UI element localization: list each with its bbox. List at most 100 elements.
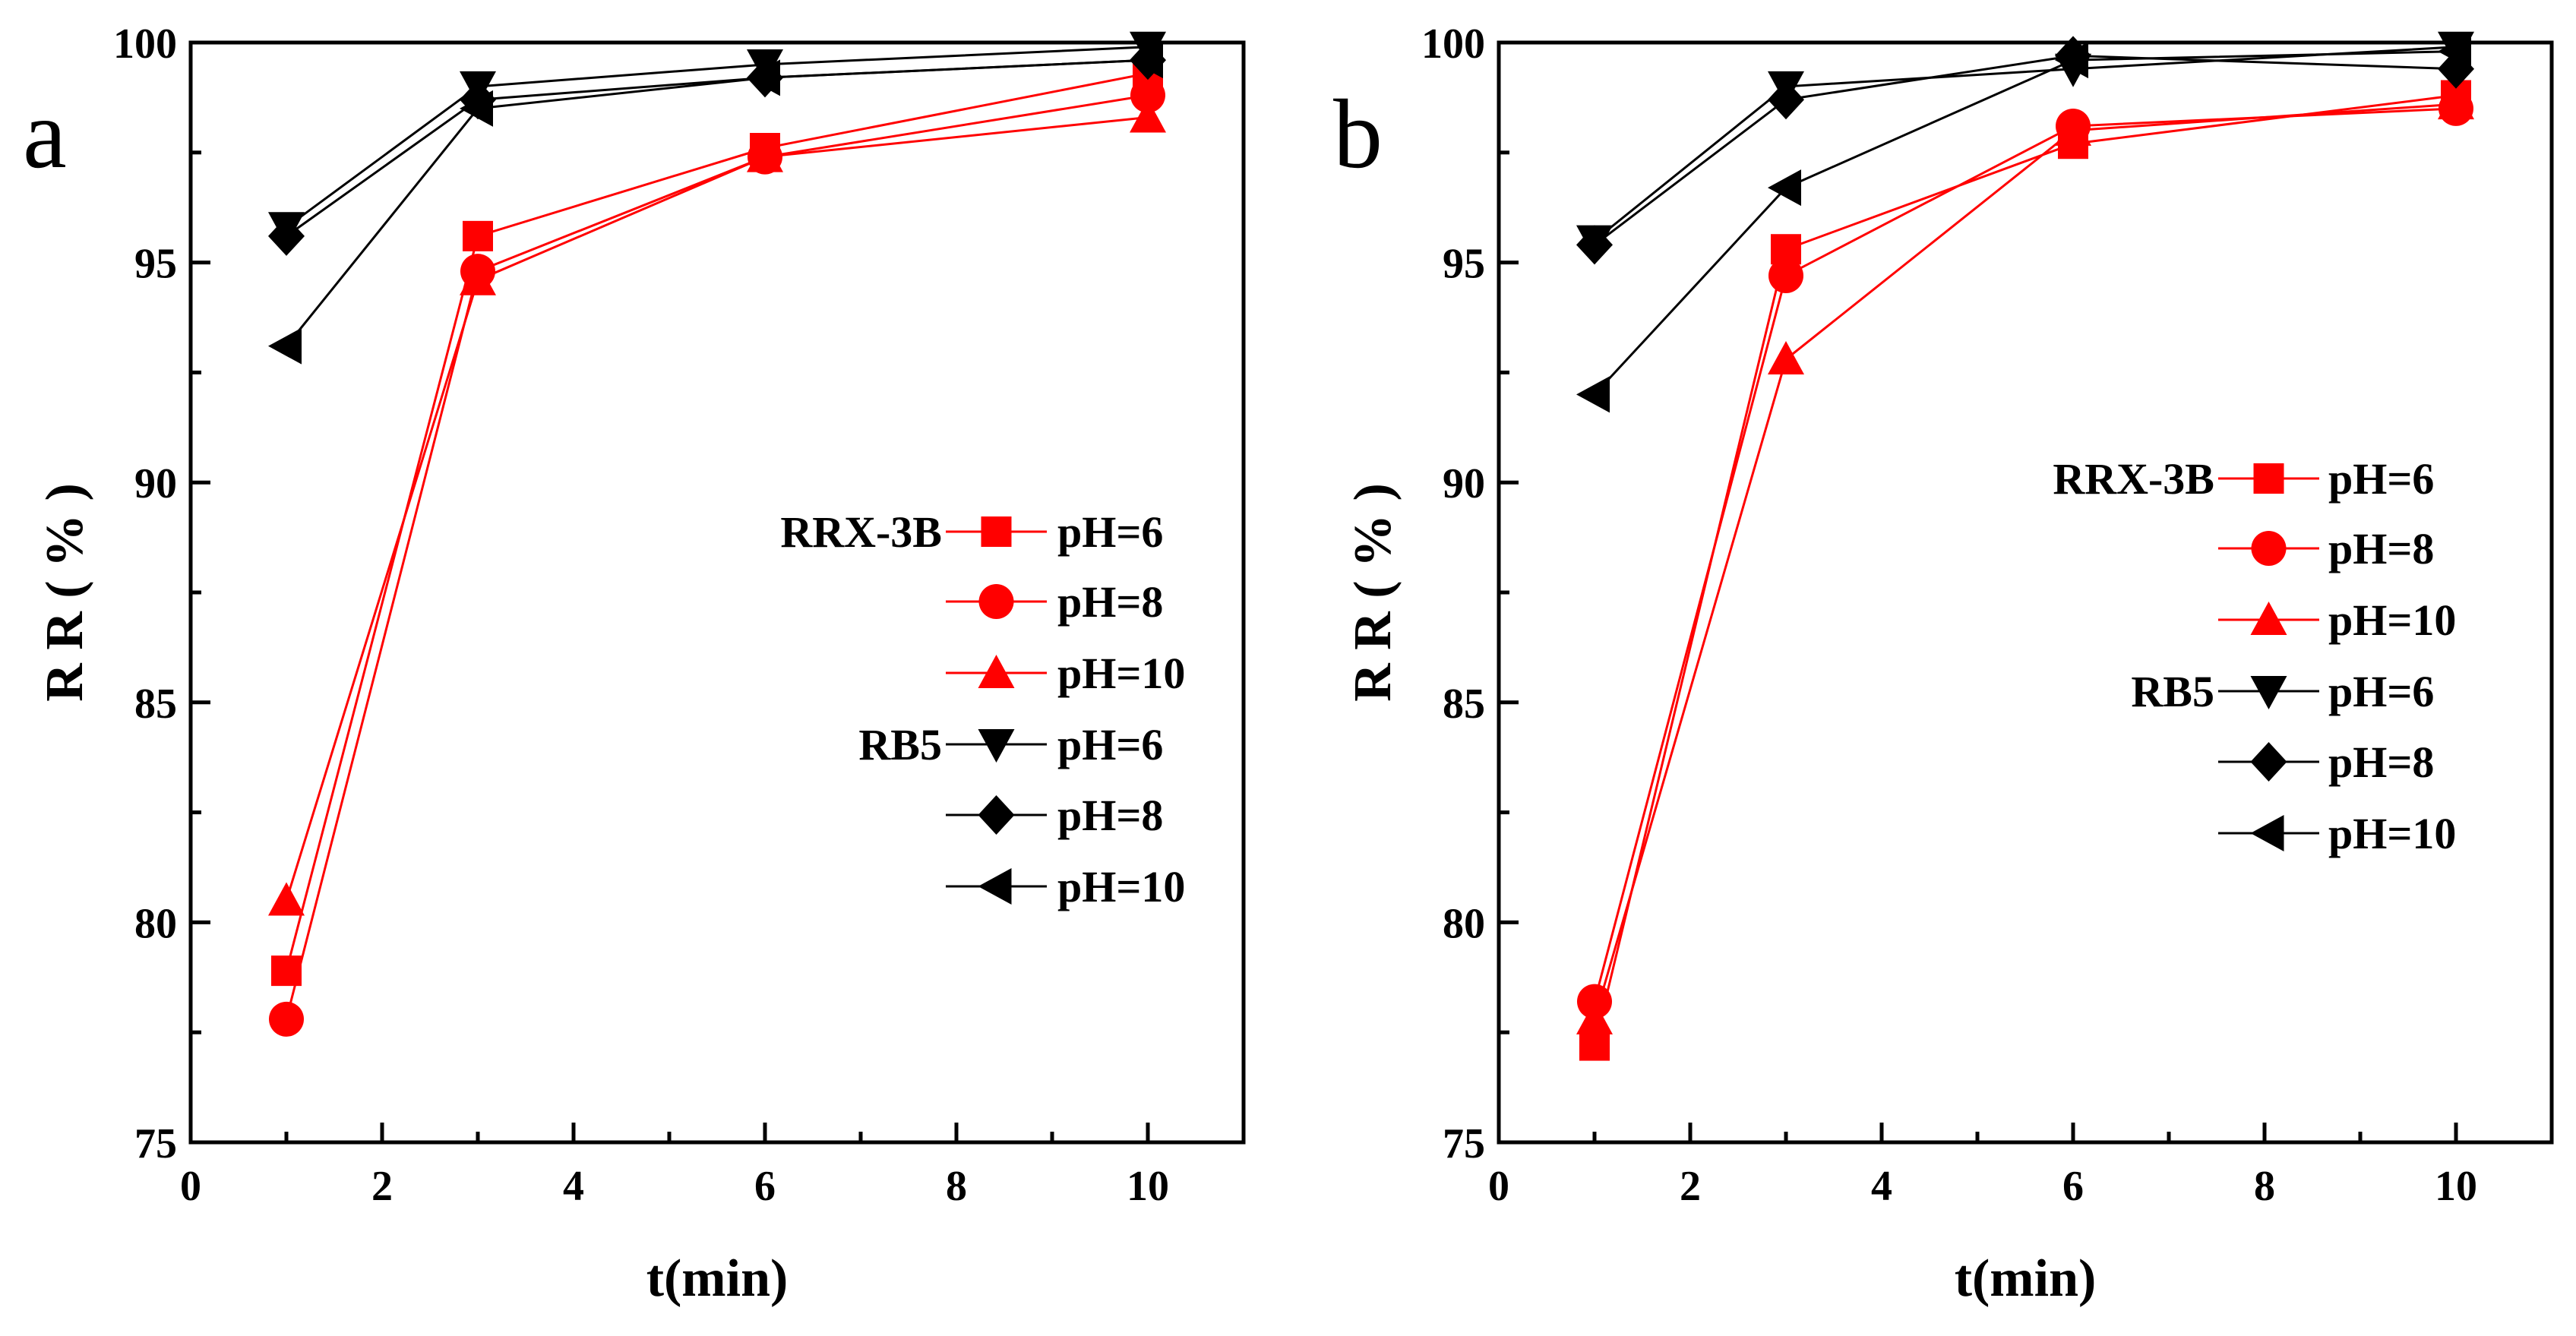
x-tick-label: 0	[1488, 1163, 1509, 1210]
series-line-rrx3b-1	[285, 94, 1149, 1020]
y-tick-label: 75	[1443, 1120, 1485, 1167]
series-line-rrx3b-0	[1593, 94, 2457, 1046]
series-line-rrx3b-0	[285, 72, 1149, 971]
x-tick-label: 8	[946, 1163, 967, 1210]
series-line-rb5-5	[285, 58, 1149, 347]
legend-label: pH=8	[2328, 737, 2434, 787]
panel-letter: b	[1333, 80, 1383, 189]
legend-label: pH=10	[2328, 809, 2456, 858]
series-line-rb5-4	[1594, 54, 2457, 246]
data-point	[1130, 99, 1166, 133]
legend: pH=6 RRX-3B pH=8 pH=10 pH=6 RB5 pH=8 pH=10	[780, 507, 1185, 911]
data-point	[1576, 1000, 1613, 1034]
data-point	[460, 90, 493, 127]
chart-panel-b: 0 2 4 6 8 10 75 80 85 90 95 100 t(min) R R ( % ) b pH=6…	[1333, 21, 2554, 1308]
legend-marker	[978, 729, 1015, 763]
data-point	[463, 220, 493, 251]
legend-marker	[2250, 815, 2284, 851]
series-line-rb5-5	[1593, 50, 2457, 396]
y-tick-label: 85	[134, 681, 177, 728]
x-tick-label: 4	[1871, 1163, 1892, 1210]
y-axis-title: R R ( % )	[36, 483, 94, 702]
data-point	[268, 882, 305, 916]
legend-marker	[978, 584, 1014, 619]
data-point	[268, 327, 302, 365]
series-line-rb5-3	[1594, 46, 2457, 242]
legend-label: pH=6	[1057, 507, 1163, 557]
series-line-rrx3b-2	[1593, 103, 2457, 1020]
legend-group-label: RRX-3B	[2053, 454, 2214, 504]
data-point	[2055, 42, 2088, 79]
legend-label: pH=8	[2328, 524, 2434, 573]
data-point	[1576, 225, 1613, 265]
data-point	[268, 216, 305, 256]
y-tick-label: 90	[1443, 460, 1485, 507]
legend-group-label: RRX-3B	[780, 507, 942, 557]
data-point	[1768, 341, 1804, 375]
data-point	[269, 1001, 304, 1037]
series-line-rb5-4	[286, 58, 1149, 238]
legend-group-label: RB5	[2131, 667, 2214, 716]
data-point	[1768, 169, 1801, 207]
legend-marker	[978, 655, 1015, 688]
legend-label: pH=6	[1057, 720, 1163, 769]
data-point	[271, 955, 302, 987]
x-tick-label: 10	[2435, 1163, 2477, 1210]
data-point	[1579, 1030, 1610, 1061]
data-point	[460, 261, 496, 295]
data-point	[2438, 33, 2471, 70]
panel-letter: a	[23, 80, 67, 189]
legend-marker	[978, 795, 1015, 835]
legend-marker	[2253, 463, 2284, 494]
x-tick-label: 4	[563, 1163, 584, 1210]
data-point	[747, 138, 783, 172]
x-axis-title: t(min)	[646, 1249, 789, 1308]
x-tick-label: 2	[371, 1163, 393, 1210]
series-line-rrx3b-2	[285, 115, 1149, 901]
y-tick-label: 90	[134, 460, 177, 507]
x-tick-label: 8	[2254, 1163, 2275, 1210]
legend-marker	[2250, 602, 2287, 635]
x-tick-label: 10	[1127, 1163, 1169, 1210]
y-tick-label: 75	[134, 1120, 177, 1167]
data-point	[1768, 257, 1803, 293]
data-point	[1768, 80, 1804, 120]
data-point	[1576, 376, 1610, 413]
legend-marker	[978, 868, 1012, 905]
x-axis-title: t(min)	[1955, 1249, 2097, 1308]
legend-label: pH=6	[2328, 667, 2434, 716]
y-tick-label: 80	[134, 900, 177, 947]
plot-frame	[1497, 40, 2554, 1145]
legend-label: pH=8	[1057, 791, 1163, 840]
y-tick-label: 100	[113, 21, 177, 68]
x-tick-label: 6	[754, 1163, 776, 1210]
data-point	[1130, 42, 1163, 79]
x-tick-label: 0	[180, 1163, 201, 1210]
legend: pH=6 RRX-3B pH=8 pH=10 pH=6 RB5 pH=8 pH=10	[2053, 454, 2456, 858]
series-line-rrx3b-1	[1593, 107, 2457, 1003]
data-point	[747, 59, 780, 96]
legend-marker	[2250, 676, 2287, 709]
y-tick-label: 100	[1421, 21, 1485, 68]
y-axis-title: R R ( % )	[1344, 483, 1402, 702]
legend-label: pH=8	[1057, 577, 1163, 627]
data-point	[1130, 77, 1165, 113]
y-tick-label: 95	[134, 241, 177, 288]
legend-label: pH=6	[2328, 454, 2434, 504]
y-tick-label: 95	[1443, 241, 1485, 288]
legend-marker	[2250, 742, 2287, 782]
legend-label: pH=10	[2328, 595, 2456, 645]
legend-label: pH=10	[1057, 649, 1185, 698]
y-tick-label: 80	[1443, 900, 1485, 947]
data-point	[2438, 86, 2474, 120]
legend-group-label: RB5	[858, 720, 942, 769]
y-tick-label: 85	[1443, 681, 1485, 728]
x-tick-label: 6	[2062, 1163, 2084, 1210]
legend-marker	[2251, 531, 2287, 566]
x-tick-label: 2	[1680, 1163, 1701, 1210]
legend-marker	[981, 516, 1012, 547]
chart-panel-a: 0 2 4 6 8 10 75 80 85 90 95 100 t(min) R R ( % ) a pH=6…	[23, 21, 1246, 1308]
data-point	[2055, 112, 2091, 146]
legend-label: pH=10	[1057, 862, 1185, 911]
